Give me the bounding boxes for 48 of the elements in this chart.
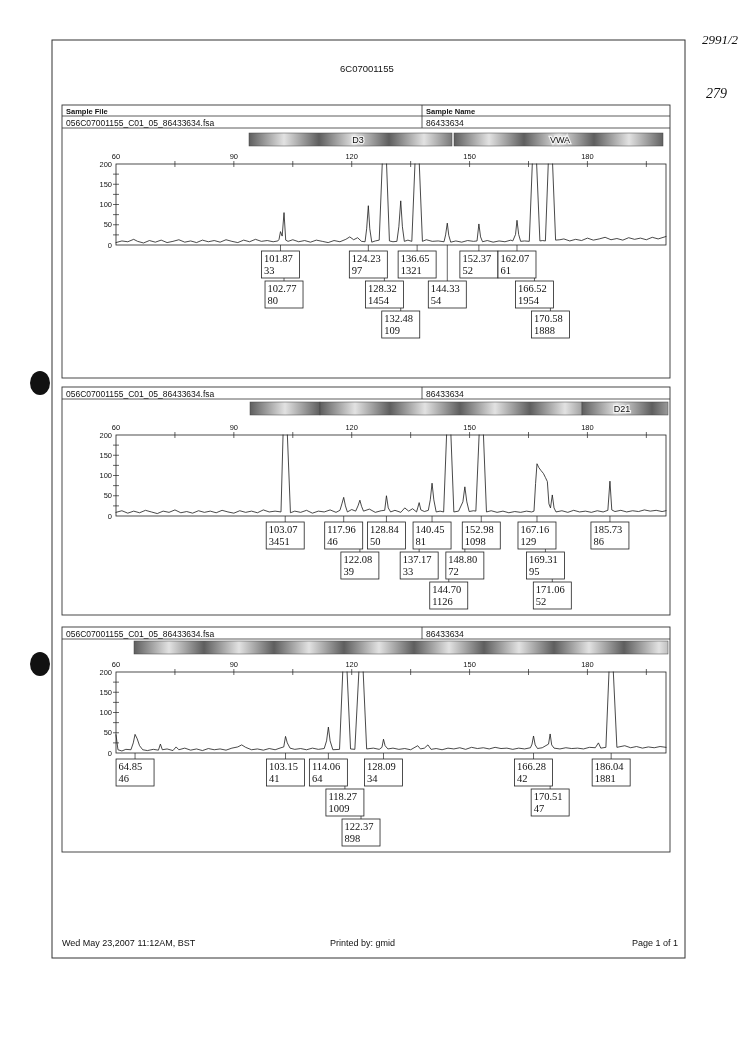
text: Page 1 of 1	[631, 938, 678, 948]
annotation: 122.08 39	[343, 554, 373, 577]
text: 2991/2	[702, 32, 739, 47]
text: D3	[352, 135, 364, 145]
text: VWA	[549, 135, 571, 145]
annotation: 128.84 50	[369, 524, 400, 547]
annotation: 170.58 1888	[533, 313, 563, 336]
annotation: 166.28 42	[517, 761, 546, 784]
annotation: 64.85 46	[118, 761, 143, 784]
annotation: 144.33 54	[430, 283, 460, 306]
annotation: 152.37 52	[462, 253, 492, 276]
annotation: 152.98 1098	[464, 524, 494, 547]
annotation: 117.96 46	[327, 524, 356, 547]
annotation: 185.73 86	[593, 524, 623, 547]
annotation: 118.27 1009	[328, 791, 357, 814]
annotation: 167.16 129	[520, 524, 550, 547]
chart-subtitle: 86433634	[426, 628, 465, 639]
annotation: 101.87 33	[263, 253, 293, 276]
annotation: 162.07 61	[500, 253, 530, 276]
annotation: 144.70 1126	[432, 584, 462, 607]
annotation: 136.65 1321	[400, 253, 430, 276]
annotation: 122.37 898	[344, 821, 374, 844]
text: Wed May 23,2007 11:12AM, BST	[62, 938, 196, 948]
annotation: 140.45 81	[415, 524, 445, 547]
chart-title: 056C07001155_C01_05_86433634.fsa	[66, 117, 215, 128]
annotation: 132.48 109	[384, 313, 414, 336]
chart-title: 056C07001155_C01_05_86433634.fsa	[66, 628, 215, 639]
text: 279	[706, 86, 727, 101]
annotation: 137.17 33	[402, 554, 432, 577]
annotation: 148.80 72	[448, 554, 478, 577]
annotation: 102.77 80	[267, 283, 297, 306]
annotation: 103.15 41	[269, 761, 298, 784]
text: Printed by: gmid	[330, 938, 396, 948]
annotation: 171.06 52	[535, 584, 565, 607]
text: D21	[613, 404, 631, 414]
annotation: 128.32 1454	[367, 283, 397, 306]
annotation: 103.07 3451	[268, 524, 298, 547]
annotation: 166.52 1954	[517, 283, 547, 306]
annotation: 170.51 47	[533, 791, 563, 814]
annotation: 186.04 1881	[594, 761, 625, 784]
text: 6C07001155	[340, 63, 394, 74]
chart-title: 056C07001155_C01_05_86433634.fsa	[66, 388, 215, 399]
annotation: 169.31 95	[528, 554, 558, 577]
chart-subtitle: 86433634	[426, 388, 465, 399]
annotation: 124.23 97	[351, 253, 381, 276]
annotation: 128.09 34	[367, 761, 396, 784]
chart-subtitle: 86433634	[426, 117, 465, 128]
annotation: 114.06 64	[311, 761, 341, 784]
